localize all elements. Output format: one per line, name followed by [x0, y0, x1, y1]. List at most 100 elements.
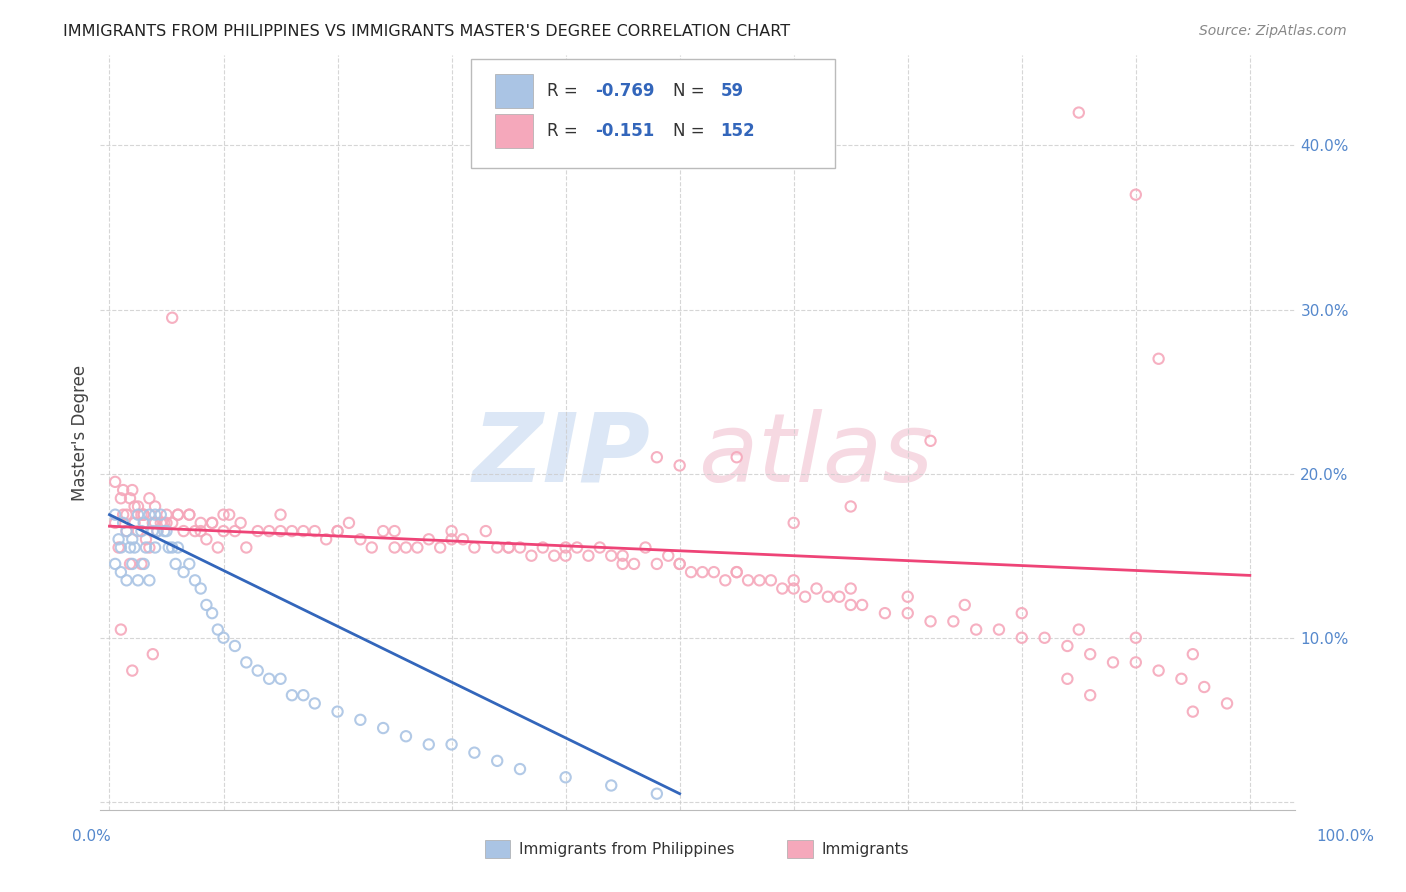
Point [165, 557, 187, 571]
Point [1125, 631, 1147, 645]
Point [987, 623, 1010, 637]
Point [1181, 705, 1204, 719]
Point [645, 787, 668, 801]
Point [657, 549, 679, 563]
Point [326, 524, 349, 538]
Point [589, 541, 612, 555]
Point [794, 590, 817, 604]
Point [783, 582, 806, 596]
Point [384, 541, 406, 555]
Point [668, 458, 690, 473]
Point [115, 524, 138, 538]
Point [418, 738, 440, 752]
Point [554, 770, 576, 784]
Point [173, 524, 195, 538]
Point [160, 310, 183, 325]
Text: Immigrants from Philippines: Immigrants from Philippines [519, 842, 734, 856]
Point [127, 524, 149, 538]
Point [167, 508, 190, 522]
Point [104, 508, 127, 522]
Point [270, 524, 292, 538]
Point [498, 541, 520, 555]
Text: N =: N = [673, 122, 710, 140]
Point [257, 524, 280, 538]
Text: Source: ZipAtlas.com: Source: ZipAtlas.com [1199, 24, 1347, 38]
Text: IMMIGRANTS FROM PHILIPPINES VS IMMIGRANTS MASTER'S DEGREE CORRELATION CHART: IMMIGRANTS FROM PHILIPPINES VS IMMIGRANT… [63, 24, 790, 38]
Text: atlas: atlas [697, 409, 934, 502]
Point [112, 516, 135, 530]
Point [600, 779, 623, 793]
Point [160, 516, 183, 530]
Point [131, 508, 153, 522]
Point [118, 541, 141, 555]
Point [668, 557, 690, 571]
Point [418, 533, 440, 547]
Point [146, 524, 169, 538]
Point [1170, 672, 1192, 686]
Point [315, 533, 337, 547]
Text: ZIP: ZIP [472, 409, 650, 502]
Point [1181, 647, 1204, 661]
Point [520, 549, 543, 563]
Text: R =: R = [547, 82, 583, 100]
Point [463, 746, 485, 760]
Point [725, 565, 748, 579]
Point [138, 491, 160, 506]
Point [509, 762, 531, 776]
Point [146, 524, 169, 538]
Point [395, 541, 418, 555]
Point [839, 500, 862, 514]
Bar [495, 74, 533, 108]
Point [257, 672, 280, 686]
Text: 59: 59 [721, 82, 744, 100]
Point [132, 557, 155, 571]
Text: 152: 152 [721, 122, 755, 140]
Point [138, 574, 160, 588]
Point [703, 565, 725, 579]
Point [121, 483, 143, 497]
Point [475, 524, 498, 538]
Point [142, 516, 165, 530]
Point [1067, 623, 1090, 637]
Point [142, 524, 165, 538]
Point [897, 606, 920, 620]
Point [668, 557, 690, 571]
Point [138, 508, 160, 522]
Point [373, 524, 395, 538]
Point [270, 672, 292, 686]
Point [578, 549, 600, 563]
Point [897, 590, 920, 604]
Point [143, 508, 166, 522]
Point [212, 524, 235, 538]
Point [326, 524, 349, 538]
Point [184, 524, 207, 538]
Point [143, 541, 166, 555]
Point [212, 508, 235, 522]
Point [173, 565, 195, 579]
Point [143, 516, 166, 530]
Point [115, 508, 138, 522]
Point [218, 508, 240, 522]
Point [612, 549, 634, 563]
Point [509, 541, 531, 555]
Point [645, 450, 668, 465]
Point [1056, 639, 1078, 653]
Point [1102, 656, 1125, 670]
FancyBboxPatch shape [471, 59, 835, 169]
Point [118, 557, 141, 571]
Text: R =: R = [547, 122, 583, 140]
Point [440, 533, 463, 547]
Point [184, 574, 207, 588]
Point [107, 533, 129, 547]
Point [725, 450, 748, 465]
Point [143, 500, 166, 514]
Point [498, 541, 520, 555]
Point [440, 738, 463, 752]
Point [920, 615, 942, 629]
Point [179, 508, 201, 522]
Point [110, 491, 132, 506]
Point [1056, 672, 1078, 686]
Point [110, 565, 132, 579]
Point [124, 541, 146, 555]
Point [953, 598, 976, 612]
